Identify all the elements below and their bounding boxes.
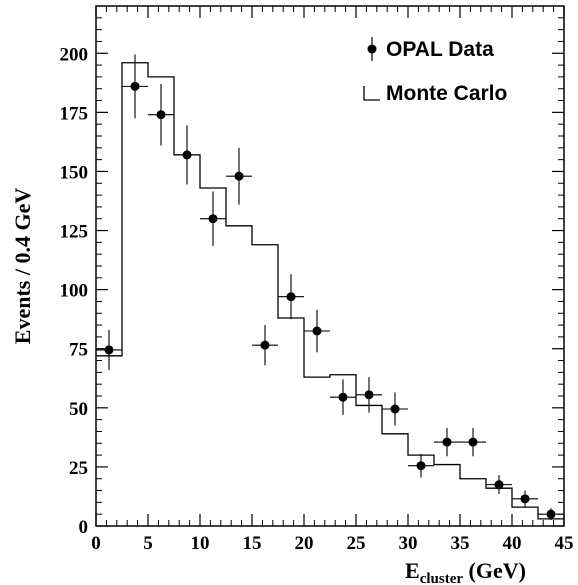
data-point	[434, 427, 460, 457]
legend: OPAL Data Monte Carlo	[363, 37, 507, 105]
data-marker	[130, 81, 140, 91]
data-marker	[260, 340, 270, 350]
x-tick-label: 10	[191, 533, 210, 554]
x-tick-label: 45	[555, 533, 574, 554]
data-point	[538, 508, 564, 521]
monte-carlo-histogram	[96, 62, 564, 520]
y-tick-label: 100	[60, 281, 89, 302]
data-marker	[468, 437, 478, 447]
y-tick-label: 150	[60, 162, 89, 183]
x-tick-label: 35	[451, 533, 470, 554]
data-point	[148, 84, 174, 146]
y-axis-ticks: 0 25 50 75 100 125 150 175 200	[60, 5, 564, 538]
data-marker	[208, 214, 218, 224]
x-axis-title-subscript: cluster	[420, 571, 464, 585]
y-tick-label: 0	[79, 517, 89, 538]
y-tick-label: 50	[69, 399, 88, 420]
legend-data-marker	[367, 37, 377, 61]
data-point	[330, 379, 356, 415]
x-tick-label: 20	[295, 533, 314, 554]
opal-data-series	[96, 54, 564, 521]
data-point	[226, 147, 252, 205]
data-marker	[442, 437, 452, 447]
data-point	[200, 191, 226, 246]
legend-mc-marker	[363, 86, 380, 101]
data-point	[304, 309, 330, 353]
x-tick-label: 25	[347, 533, 366, 554]
y-tick-label: 75	[69, 340, 88, 361]
x-axis-ticks: 0 5 10 15 20 25 30 35 40 45	[91, 6, 574, 554]
data-point	[122, 54, 148, 119]
y-tick-label: 25	[69, 458, 88, 479]
data-marker	[364, 390, 374, 400]
data-marker	[104, 345, 114, 355]
y-tick-label: 175	[60, 103, 89, 124]
data-marker	[520, 494, 530, 504]
data-point	[96, 329, 122, 370]
monte-carlo-series	[96, 62, 564, 520]
data-marker	[286, 292, 296, 302]
data-marker	[312, 326, 322, 336]
data-marker	[156, 110, 166, 120]
data-marker	[390, 404, 400, 414]
data-point	[486, 475, 512, 495]
x-axis-title: Ecluster (GeV)	[405, 558, 526, 585]
data-marker	[546, 509, 556, 519]
data-point	[460, 427, 486, 457]
x-tick-label: 40	[503, 533, 522, 554]
legend-mc-label: Monte Carlo	[386, 82, 507, 105]
data-point	[252, 325, 278, 366]
x-axis-title-unit: (GeV)	[463, 558, 526, 583]
data-point	[408, 453, 434, 478]
data-point	[512, 490, 538, 508]
x-axis-title-main: E	[405, 558, 420, 583]
data-marker	[338, 392, 348, 402]
data-marker	[234, 171, 244, 181]
data-marker	[494, 480, 504, 490]
data-point	[174, 125, 200, 185]
legend-data-label: OPAL Data	[386, 38, 494, 61]
x-tick-label: 0	[91, 533, 101, 554]
data-marker	[416, 461, 426, 471]
y-tick-label: 125	[60, 222, 89, 243]
x-tick-label: 30	[399, 533, 418, 554]
y-tick-label: 200	[60, 44, 89, 65]
x-tick-label: 5	[143, 533, 153, 554]
y-axis-title: Events / 0.4 GeV	[10, 188, 35, 345]
data-point	[382, 392, 408, 426]
data-point	[356, 377, 382, 413]
data-marker	[182, 150, 192, 160]
x-tick-label: 15	[243, 533, 262, 554]
data-point	[278, 274, 304, 320]
